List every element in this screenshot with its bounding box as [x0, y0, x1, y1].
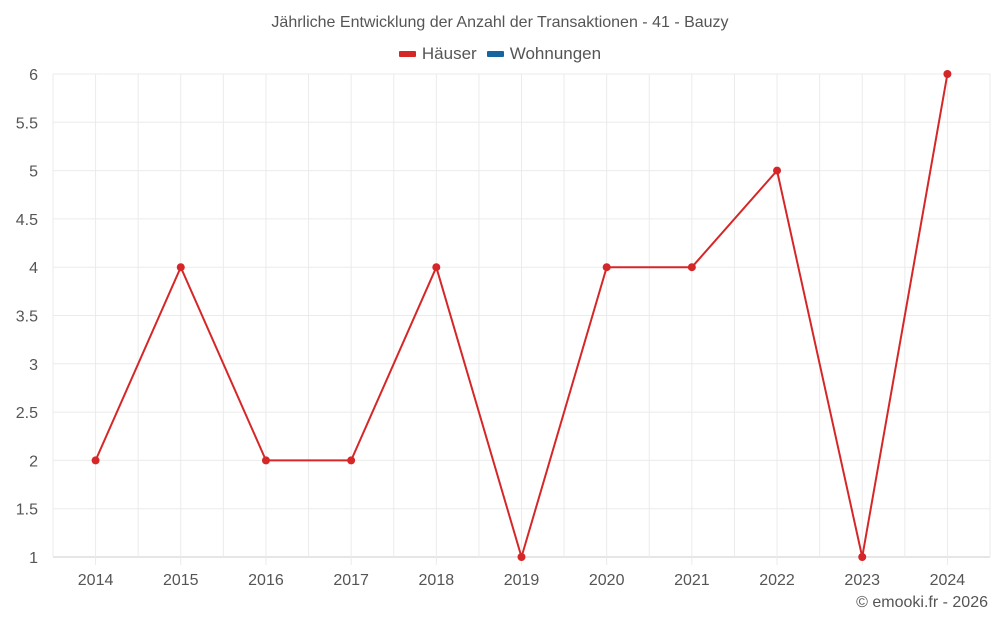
data-point[interactable]: [432, 263, 441, 272]
data-point[interactable]: [91, 456, 100, 465]
credit-text: © emooki.fr - 2026: [856, 594, 988, 611]
y-tick-label: 3: [29, 357, 38, 374]
legend-label-haeuser: Häuser: [421, 44, 477, 63]
y-tick-label: 1.5: [16, 502, 38, 519]
data-point[interactable]: [517, 553, 526, 561]
legend-item-wohnungen[interactable]: Wohnungen: [486, 44, 602, 64]
y-tick-label: 5: [29, 164, 38, 181]
x-tick-label: 2015: [163, 572, 199, 589]
y-tick-label: 6: [29, 67, 38, 84]
data-point[interactable]: [943, 70, 952, 78]
legend-swatch-wohnungen: [486, 51, 504, 57]
legend: Häuser Wohnungen: [0, 44, 1000, 64]
data-point[interactable]: [347, 456, 356, 465]
data-point[interactable]: [261, 456, 270, 465]
x-tick-label: 2022: [759, 572, 795, 589]
y-tick-label: 4.5: [16, 212, 38, 229]
data-point[interactable]: [602, 263, 611, 272]
y-tick-label: 2: [29, 453, 38, 470]
x-tick-label: 2020: [589, 572, 625, 589]
x-tick-label: 2024: [930, 572, 966, 589]
x-tick-label: 2018: [419, 572, 455, 589]
chart-title: Jährliche Entwicklung der Anzahl der Tra…: [271, 14, 729, 31]
x-tick-label: 2016: [248, 572, 284, 589]
y-tick-label: 5.5: [16, 115, 38, 132]
legend-swatch-haeuser: [398, 51, 416, 57]
y-tick-label: 4: [29, 260, 38, 277]
legend-item-haeuser[interactable]: Häuser: [398, 44, 477, 64]
x-tick-label: 2017: [333, 572, 369, 589]
data-point[interactable]: [858, 553, 867, 561]
y-tick-label: 1: [29, 550, 38, 567]
y-tick-label: 2.5: [16, 405, 38, 422]
x-tick-label: 2023: [844, 572, 880, 589]
x-tick-label: 2021: [674, 572, 710, 589]
y-tick-label: 3.5: [16, 309, 38, 326]
data-point[interactable]: [687, 263, 696, 272]
x-tick-label: 2014: [78, 572, 114, 589]
data-point[interactable]: [176, 263, 185, 272]
data-point[interactable]: [773, 166, 782, 175]
x-tick-label: 2019: [504, 572, 540, 589]
legend-label-wohnungen: Wohnungen: [509, 44, 602, 63]
